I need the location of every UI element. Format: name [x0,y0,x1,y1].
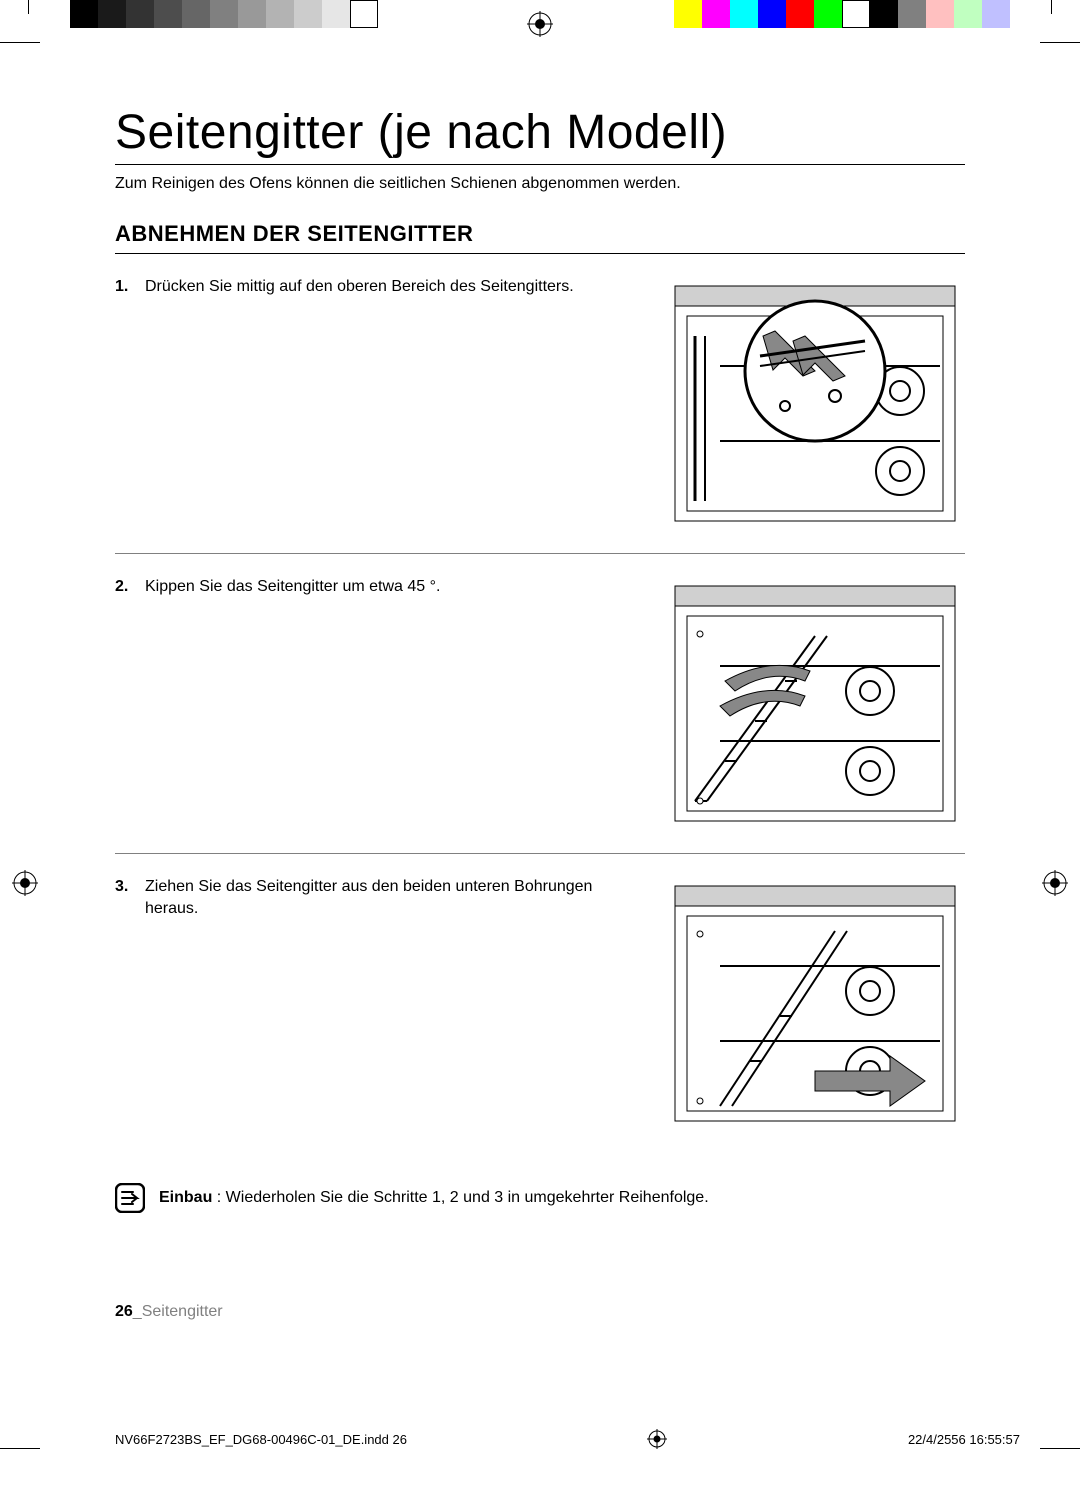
swatch [210,0,238,28]
step-row: 1. Drücken Sie mittig auf den oberen Ber… [115,276,965,554]
swatch [238,0,266,28]
swatch [814,0,842,28]
swatch [182,0,210,28]
crop-mark [0,42,40,43]
step-body: Kippen Sie das Seitengitter um etwa 45 °… [145,576,440,598]
swatch [322,0,350,28]
swatch [870,0,898,28]
step-number: 1. [115,276,137,298]
swatch [926,0,954,28]
swatch [266,0,294,28]
step-row: 3. Ziehen Sie das Seitengitter aus den b… [115,876,965,1153]
page: Seitengitter (je nach Modell) Zum Reinig… [0,0,1080,1491]
swatch [674,0,702,28]
registration-mark-icon [12,870,38,896]
swatch [126,0,154,28]
swatch [898,0,926,28]
swatch [954,0,982,28]
swatch [98,0,126,28]
steps-list: 1. Drücken Sie mittig auf den oberen Ber… [115,276,965,1153]
note-rest: : Wiederholen Sie die Schritte 1, 2 und … [212,1189,708,1206]
swatch [154,0,182,28]
crop-mark [28,0,29,14]
page-number: 26 [115,1303,133,1320]
crop-mark [1040,42,1080,43]
registration-mark-icon [527,11,553,37]
note-row: Einbau : Wiederholen Sie die Schritte 1,… [115,1183,965,1213]
note-icon [115,1183,145,1213]
print-timestamp: 22/4/2556 16:55:57 [908,1432,1020,1447]
page-section-label: _Seitengitter [133,1303,223,1320]
registration-mark-icon [1042,870,1068,896]
swatch [982,0,1010,28]
print-footer: NV66F2723BS_EF_DG68-00496C-01_DE.indd 26… [115,1429,1020,1449]
color-patches [674,0,1010,28]
swatch [294,0,322,28]
page-title: Seitengitter (je nach Modell) [115,105,965,165]
step-number: 2. [115,576,137,598]
step-number: 3. [115,876,137,921]
swatch [730,0,758,28]
swatch [350,0,378,28]
step-text: 2. Kippen Sie das Seitengitter um etwa 4… [115,576,645,598]
section-heading: ABNEHMEN DER SEITENGITTER [115,221,965,254]
note-text: Einbau : Wiederholen Sie die Schritte 1,… [159,1189,709,1207]
page-content: Seitengitter (je nach Modell) Zum Reinig… [115,105,965,1213]
intro-text: Zum Reinigen des Ofens können die seitli… [115,175,965,193]
print-filename: NV66F2723BS_EF_DG68-00496C-01_DE.indd 26 [115,1432,407,1447]
crop-mark [1040,1448,1080,1449]
step-text: 3. Ziehen Sie das Seitengitter aus den b… [115,876,645,921]
step-row: 2. Kippen Sie das Seitengitter um etwa 4… [115,576,965,854]
step-body: Ziehen Sie das Seitengitter aus den beid… [145,876,645,921]
step-figure [665,876,965,1131]
swatch [786,0,814,28]
crop-mark [1051,0,1052,14]
crop-mark [0,1448,40,1449]
swatch [842,0,870,28]
grayscale-ramp [70,0,378,28]
step-text: 1. Drücken Sie mittig auf den oberen Ber… [115,276,645,298]
note-bold: Einbau [159,1189,212,1206]
step-body: Drücken Sie mittig auf den oberen Bereic… [145,276,574,298]
step-figure [665,276,965,531]
registration-mark-icon [647,1429,667,1449]
step-figure [665,576,965,831]
page-number-label: 26_Seitengitter [115,1303,223,1321]
swatch [70,0,98,28]
swatch [702,0,730,28]
swatch [758,0,786,28]
